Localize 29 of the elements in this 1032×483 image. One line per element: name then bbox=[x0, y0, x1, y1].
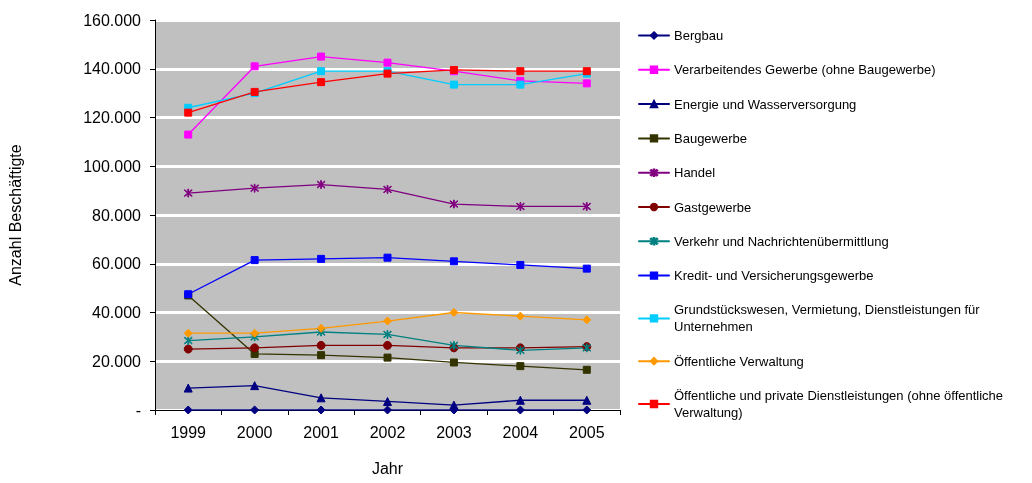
y-tick-label: 40.000 bbox=[92, 304, 142, 321]
x-tick-label: 1999 bbox=[170, 423, 207, 441]
legend-label: Bergbau bbox=[674, 28, 724, 43]
y-tick-label: 120.000 bbox=[83, 109, 142, 126]
x-tick-label: 2001 bbox=[303, 423, 339, 441]
legend-label: Gastgewerbe bbox=[674, 199, 752, 215]
legend-label: Öffentliche Verwaltung bbox=[674, 353, 804, 369]
legend-label: Öffentliche und private Dienstleistungen (ohne öffentliche Verwaltung) bbox=[674, 388, 1007, 420]
y-tick-label: 60.000 bbox=[92, 255, 142, 273]
legend-label: Verarbeitendes Gewerbe (ohne Baugewerbe) bbox=[674, 62, 936, 78]
legend-label: Baugewerbe bbox=[674, 130, 747, 146]
y-tick-label: - bbox=[135, 401, 141, 419]
x-tick-label: 2004 bbox=[502, 423, 539, 441]
y-tick-label: 80.000 bbox=[92, 206, 142, 224]
y-tick-label: 100.000 bbox=[83, 157, 142, 175]
x-tick-label: 2000 bbox=[236, 423, 273, 441]
y-tick-label: 20.000 bbox=[92, 352, 142, 370]
legend-label: Energie und Wasserversorgung bbox=[674, 96, 857, 112]
x-axis-title: Jahr bbox=[371, 459, 404, 477]
y-tick-label: 160.000 bbox=[83, 11, 142, 29]
x-tick-label: 2003 bbox=[436, 423, 472, 441]
legend-label: Kredit- und Versicherungsgewerbe bbox=[674, 268, 874, 284]
x-tick-label: 2005 bbox=[568, 423, 605, 441]
legend-label: Grundstückswesen, Vermietung, Dienstleistungen für Unternehmen bbox=[674, 302, 984, 335]
x-tick-label: 2002 bbox=[369, 423, 406, 441]
legend-label: Handel bbox=[674, 165, 716, 181]
y-axis-title: Anzahl Beschäftigte bbox=[6, 144, 24, 286]
y-tick-label: 140.000 bbox=[83, 60, 142, 78]
legend-label: Verkehr und Nachrichtenübermittlung bbox=[674, 233, 889, 249]
